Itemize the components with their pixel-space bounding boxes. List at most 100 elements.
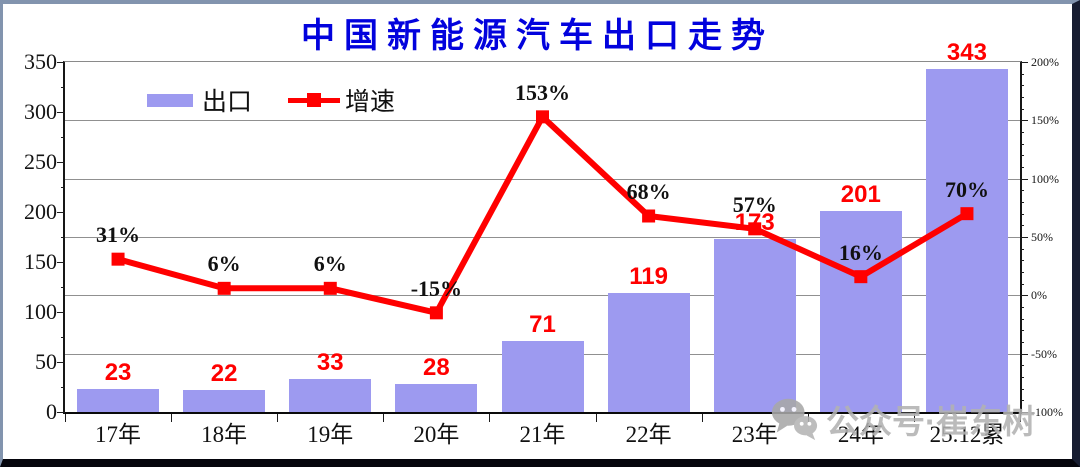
growth-line bbox=[117, 111, 969, 317]
x-axis-tick bbox=[65, 414, 66, 422]
x-axis-label: 18年 bbox=[201, 422, 248, 447]
x-axis-label: 20年 bbox=[413, 422, 460, 447]
right-axis-tick bbox=[1020, 120, 1028, 122]
bar-value-label: 71 bbox=[529, 311, 556, 338]
right-axis-tick-label: 0% bbox=[1031, 288, 1047, 303]
right-axis-minor-tick bbox=[1020, 73, 1024, 75]
line-marker bbox=[217, 281, 231, 295]
line-marker bbox=[323, 281, 337, 295]
left-axis-tick-label: 250 bbox=[24, 149, 57, 174]
left-axis-minor-tick bbox=[61, 387, 65, 388]
left-axis-minor-tick bbox=[61, 237, 65, 238]
right-axis-tick-label: 50% bbox=[1031, 230, 1053, 244]
right-axis-minor-tick bbox=[1020, 365, 1024, 367]
right-axis-minor-tick bbox=[1020, 400, 1024, 402]
right-axis-tick bbox=[1020, 353, 1028, 355]
line-marker bbox=[111, 252, 125, 266]
right-axis-tick bbox=[1020, 62, 1028, 63]
growth-value-label: 6% bbox=[313, 251, 347, 277]
right-axis-minor-tick bbox=[1020, 225, 1024, 227]
legend-item-exports: 出口 bbox=[147, 82, 252, 118]
bar bbox=[607, 293, 690, 412]
x-axis-tick bbox=[171, 414, 173, 422]
line-marker bbox=[642, 209, 656, 223]
right-axis-minor-tick bbox=[1020, 388, 1024, 390]
line-marker bbox=[748, 222, 762, 236]
right-axis-tick-label: -50% bbox=[1031, 346, 1057, 361]
right-axis-tick bbox=[1020, 295, 1028, 297]
right-axis-tick-label: -100% bbox=[1031, 405, 1063, 419]
x-axis-label: 19年 bbox=[307, 422, 354, 447]
right-axis-minor-tick bbox=[1020, 202, 1024, 203]
x-axis-label: 24年 bbox=[837, 422, 884, 447]
x-axis-tick bbox=[1020, 414, 1021, 422]
bar-value-label: 201 bbox=[840, 181, 881, 208]
line-marker bbox=[854, 270, 868, 284]
bar-value-label: 28 bbox=[423, 354, 450, 381]
x-axis-label: 25.12累 bbox=[929, 422, 1005, 447]
right-axis-minor-tick bbox=[1020, 85, 1024, 87]
x-axis-label: 23年 bbox=[731, 422, 778, 447]
right-axis-minor-tick bbox=[1020, 260, 1024, 262]
left-axis-tick-label: 150 bbox=[24, 249, 57, 274]
growth-value-label: 57% bbox=[732, 191, 777, 217]
left-axis-tick bbox=[57, 162, 65, 163]
x-axis-tick bbox=[277, 414, 279, 422]
right-axis-minor-tick bbox=[1020, 155, 1024, 157]
legend-item-growth: 增速 bbox=[288, 82, 395, 118]
bar bbox=[395, 384, 478, 412]
right-axis-tick bbox=[1020, 412, 1028, 413]
right-axis-minor-tick bbox=[1020, 272, 1024, 273]
bar bbox=[501, 341, 584, 412]
left-axis-tick bbox=[57, 262, 65, 263]
chart-title: 中国新能源汽车出口走势 bbox=[301, 18, 774, 55]
right-axis-minor-tick bbox=[1020, 318, 1024, 320]
watermark: 公众号·崔东树 bbox=[769, 395, 1035, 443]
line-marker bbox=[536, 110, 549, 124]
bar bbox=[925, 69, 1008, 412]
right-axis-tick bbox=[1020, 237, 1028, 238]
legend-label-growth: 增速 bbox=[345, 89, 396, 116]
bar bbox=[713, 239, 796, 412]
right-axis-minor-tick bbox=[1020, 108, 1024, 110]
bar bbox=[183, 390, 266, 412]
right-axis-tick-label: 200% bbox=[1031, 55, 1059, 69]
right-axis-minor-tick bbox=[1020, 307, 1024, 308]
left-axis-tick-label: 350 bbox=[24, 49, 57, 74]
bar bbox=[77, 389, 160, 412]
left-axis-minor-tick bbox=[61, 287, 65, 288]
growth-value-label: 153% bbox=[515, 79, 570, 105]
x-axis-tick bbox=[595, 414, 597, 422]
bar bbox=[819, 211, 902, 412]
x-axis-label: 21年 bbox=[519, 422, 566, 447]
x-axis-label: 17年 bbox=[95, 422, 142, 447]
right-axis-tick-label: 150% bbox=[1031, 113, 1059, 128]
left-axis-minor-tick bbox=[61, 87, 65, 88]
right-axis-minor-tick bbox=[1020, 283, 1024, 285]
left-axis-tick bbox=[57, 112, 65, 113]
growth-value-label: 31% bbox=[96, 222, 141, 248]
legend-label-exports: 出口 bbox=[202, 89, 253, 116]
right-axis-minor-tick bbox=[1020, 342, 1024, 343]
left-axis-tick-label: 300 bbox=[24, 99, 57, 124]
growth-value-label: 6% bbox=[207, 251, 241, 277]
growth-value-label: -15% bbox=[410, 275, 463, 301]
bar bbox=[289, 379, 372, 412]
growth-value-label: 16% bbox=[838, 239, 883, 265]
bar-series-swatch bbox=[147, 93, 193, 107]
x-axis-tick bbox=[701, 414, 703, 422]
left-axis-minor-tick bbox=[61, 337, 65, 338]
left-axis-tick-label: 50 bbox=[35, 349, 57, 374]
left-axis-tick bbox=[57, 212, 65, 213]
left-axis-tick bbox=[57, 362, 65, 363]
left-axis-tick-label: 200 bbox=[24, 199, 57, 224]
left-axis-tick-label: 0 bbox=[46, 399, 57, 424]
right-axis-tick bbox=[1020, 178, 1028, 180]
left-axis-tick bbox=[57, 412, 65, 413]
right-axis-minor-tick bbox=[1020, 330, 1024, 332]
wechat-icon bbox=[771, 398, 818, 441]
legend: 出口 增速 bbox=[147, 82, 395, 118]
left-axis-minor-tick bbox=[61, 137, 65, 138]
right-axis-minor-tick bbox=[1020, 167, 1024, 168]
x-axis-tick bbox=[913, 414, 915, 422]
